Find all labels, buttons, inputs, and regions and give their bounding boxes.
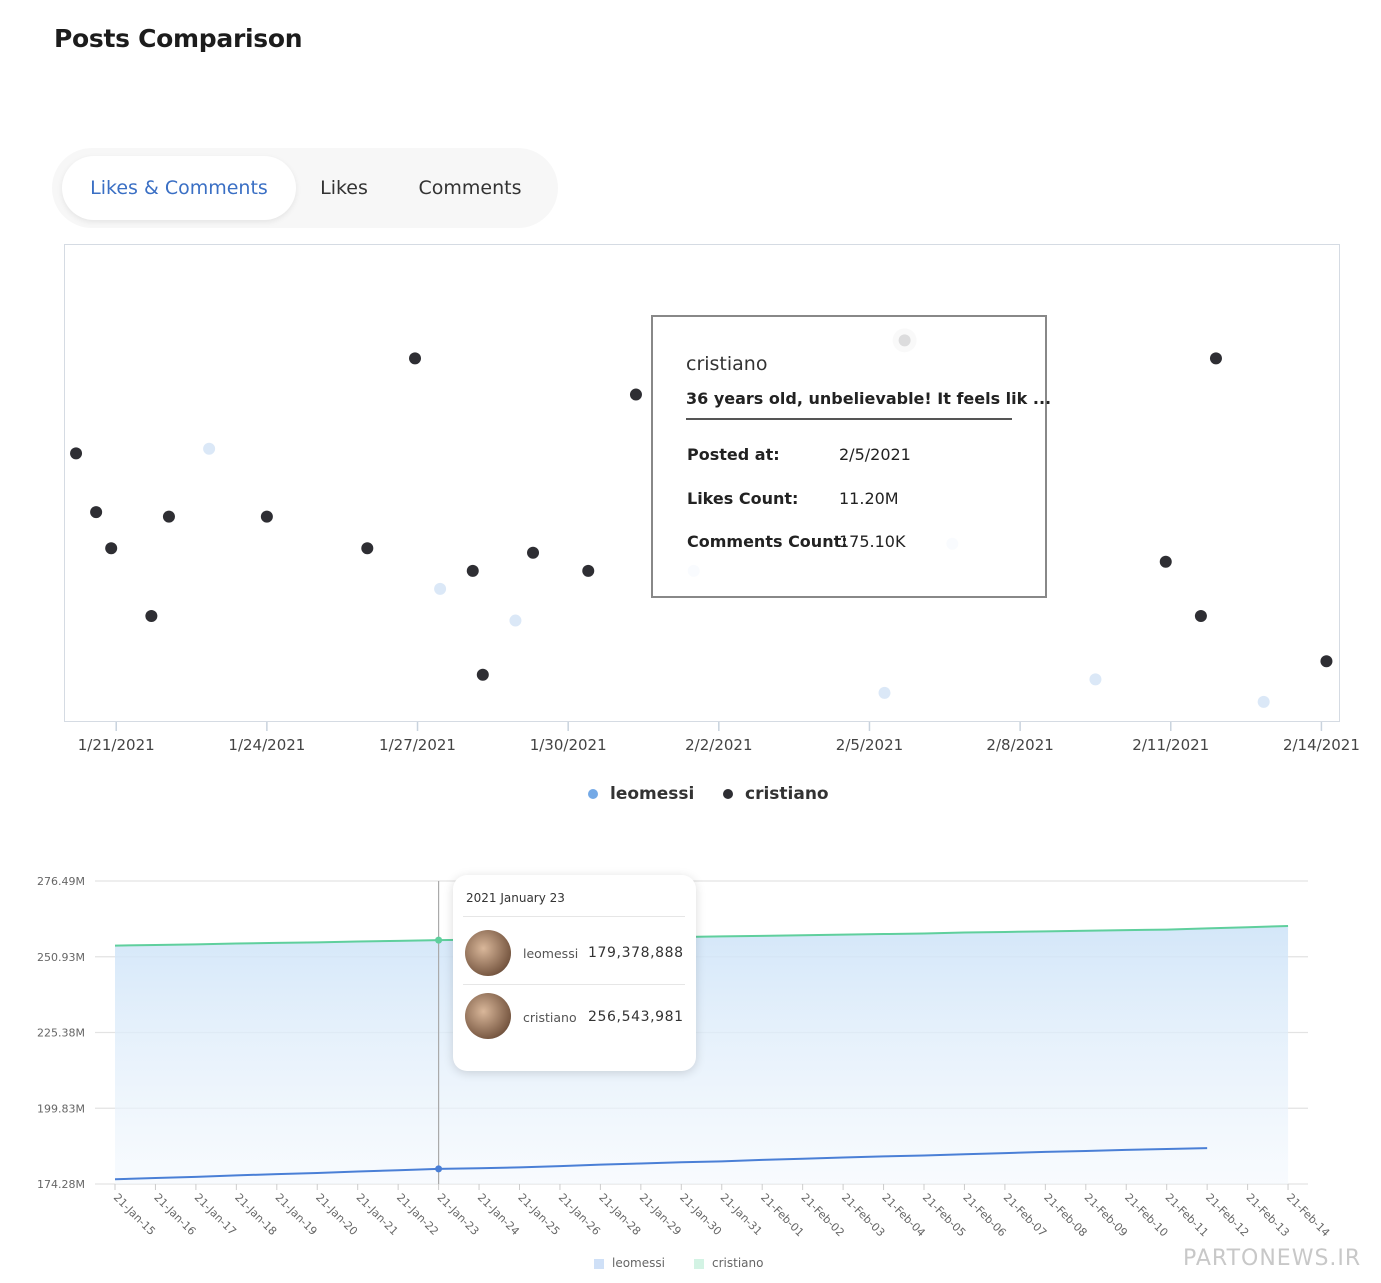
cristiano-point	[105, 542, 118, 555]
x-tick-label: 2/11/2021	[1132, 736, 1209, 754]
y-tick-label: 174.28M	[37, 1178, 85, 1191]
x-tick-label: 21-Jan-19	[273, 1191, 320, 1238]
cristiano-point	[409, 352, 422, 365]
cristiano-point	[476, 668, 489, 681]
x-tick-label: 21-Jan-31	[718, 1191, 765, 1238]
avatar-leomessi	[465, 930, 511, 976]
tooltip-comments-label: Comments Count:	[687, 532, 848, 551]
tooltip-likes-label: Likes Count:	[687, 489, 799, 508]
leomessi-point	[1257, 695, 1270, 708]
leomessi-line	[114, 1147, 1208, 1181]
x-tick-label: 21-Jan-23	[434, 1191, 481, 1238]
x-tick-label: 21-Jan-26	[556, 1191, 603, 1238]
cristiano-line	[114, 925, 1289, 947]
avatar-cristiano	[465, 993, 511, 1039]
x-tick-label: 21-Jan-29	[637, 1191, 684, 1238]
tooltip-posted-label: Posted at:	[687, 445, 780, 464]
cristiano-point	[1159, 555, 1172, 568]
cristiano-point	[1320, 655, 1333, 668]
x-tick-label: 21-Jan-28	[596, 1191, 643, 1238]
tooltip-username: cristiano	[686, 353, 768, 375]
page-title: Posts Comparison	[54, 24, 303, 53]
x-tick-label: 21-Jan-17	[192, 1191, 239, 1238]
cristiano-hover-point	[435, 936, 443, 944]
area-legend-label-leomessi: leomessi	[612, 1256, 665, 1270]
cristiano-point	[1209, 352, 1222, 365]
cristiano-point	[361, 542, 374, 555]
tooltip-divider	[463, 916, 685, 917]
area-legend-leomessi[interactable]: leomessi	[594, 1256, 665, 1270]
cristiano-area	[115, 926, 1289, 1184]
tab-likes-comments[interactable]: Likes & Comments	[62, 156, 296, 220]
leomessi-hover-point	[435, 1165, 443, 1173]
legend-dot-leomessi	[588, 789, 598, 799]
cristiano-point	[1194, 610, 1207, 623]
y-tick-label: 276.49M	[37, 875, 85, 888]
tooltip-comments-value: 175.10K	[839, 532, 906, 551]
leomessi-point	[434, 582, 447, 595]
tooltip-name-cristiano: cristiano	[523, 1010, 577, 1025]
x-tick-label: 2/14/2021	[1283, 736, 1360, 754]
tooltip-caption[interactable]: 36 years old, unbelievable! It feels lik…	[686, 389, 1051, 420]
x-tick-label: 21-Jan-25	[515, 1191, 562, 1238]
x-tick-label: 21-Jan-16	[151, 1191, 198, 1238]
post-tooltip: cristiano 36 years old, unbelievable! It…	[651, 315, 1051, 598]
leomessi-point	[1089, 673, 1102, 686]
y-tick-label: 225.38M	[37, 1027, 85, 1040]
x-tick-label: 21-Jan-30	[677, 1191, 724, 1238]
x-tick-label: 21-Jan-18	[232, 1191, 279, 1238]
y-tick-label: 250.93M	[37, 951, 85, 964]
x-tick-label: 21-Jan-22	[394, 1191, 441, 1238]
cristiano-point	[527, 546, 540, 559]
legend-item-cristiano[interactable]: cristiano	[723, 784, 829, 804]
tooltip-divider	[463, 984, 685, 985]
x-tick-label: 1/24/2021	[228, 736, 305, 754]
cristiano-point	[466, 564, 479, 577]
scatter-plot-area	[64, 244, 1340, 722]
y-tick-label: 199.83M	[37, 1102, 85, 1115]
tooltip-value-leomessi: 179,378,888	[588, 945, 684, 961]
leomessi-point	[878, 686, 891, 699]
x-tick-label: 2/8/2021	[986, 736, 1053, 754]
tooltip-likes-value: 11.20M	[839, 489, 899, 508]
cristiano-point	[90, 506, 103, 519]
watermark: PARTONEWS.IR	[1183, 1246, 1362, 1271]
cristiano-point	[145, 610, 158, 623]
x-tick-label: 21-Jan-24	[475, 1191, 522, 1238]
leomessi-point	[203, 442, 216, 455]
legend-dot-cristiano	[723, 789, 733, 799]
chart-tabs: Likes & Comments Likes Comments	[52, 148, 558, 228]
area-legend-label-cristiano: cristiano	[712, 1256, 764, 1270]
leomessi-point	[509, 614, 522, 627]
tab-likes[interactable]: Likes	[320, 177, 368, 199]
x-tick-label: 21-Feb-14	[1284, 1191, 1332, 1239]
x-tick-label: 21-Jan-21	[354, 1191, 401, 1238]
cristiano-point	[162, 510, 175, 523]
legend-label-leomessi: leomessi	[610, 784, 695, 804]
tooltip-name-leomessi: leomessi	[523, 946, 579, 961]
x-tick-label: 21-Jan-20	[313, 1191, 360, 1238]
cristiano-point	[629, 388, 642, 401]
area-legend-swatch-cristiano	[694, 1258, 704, 1269]
legend-label-cristiano: cristiano	[745, 784, 829, 804]
tab-comments[interactable]: Comments	[418, 177, 522, 199]
tooltip-posted-value: 2/5/2021	[839, 445, 911, 464]
x-tick-label: 2/5/2021	[836, 736, 903, 754]
cristiano-point	[70, 447, 83, 460]
cristiano-point	[260, 510, 273, 523]
tooltip-date: 2021 January 23	[466, 891, 565, 905]
followers-tooltip: 2021 January 23 leomessi 179,378,888 cri…	[453, 875, 696, 1071]
cristiano-point	[582, 564, 595, 577]
area-legend-cristiano[interactable]: cristiano	[694, 1256, 763, 1270]
x-tick-label: 1/27/2021	[379, 736, 456, 754]
x-tick-label: 2/2/2021	[685, 736, 752, 754]
legend-item-leomessi[interactable]: leomessi	[588, 784, 694, 804]
x-tick-label: 1/30/2021	[530, 736, 607, 754]
x-tick-label: 21-Jan-15	[111, 1191, 158, 1238]
x-tick-label: 1/21/2021	[78, 736, 155, 754]
area-legend-swatch-leomessi	[594, 1258, 604, 1269]
tooltip-value-cristiano: 256,543,981	[588, 1009, 684, 1025]
